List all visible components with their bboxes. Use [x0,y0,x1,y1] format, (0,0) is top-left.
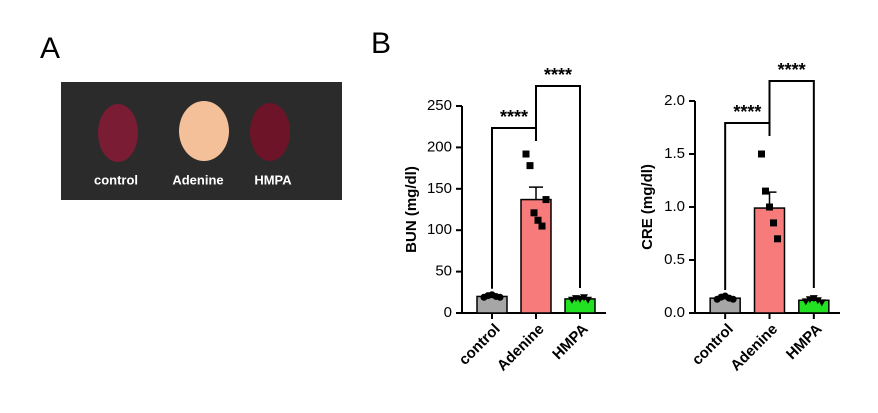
data-point [770,219,777,227]
significance-bracket [724,122,771,291]
kidney [179,101,229,161]
x-tick-label: HMPA [549,321,592,364]
data-point [534,216,542,224]
y-tick-label: 50 [435,263,452,280]
kidney [98,104,138,162]
data-point [542,196,550,204]
panel-label: A [40,32,60,65]
y-tick-label: 1.5 [664,145,685,162]
photo: control Adenine HMPA [61,82,342,200]
significance-label: **** [544,65,572,85]
data-point [580,294,588,302]
data-point [526,162,534,170]
y-axis-label: BUN (mg/dl) [403,166,420,253]
significance-label: **** [733,102,761,122]
x-tick-label: HMPA [783,321,826,364]
data-point [530,209,538,217]
data-point [774,235,781,243]
y-tick-label: 0.5 [664,251,685,268]
y-tick-label: 0.0 [664,304,685,321]
x-tick-label: Adenine [727,321,781,375]
error-bar [529,186,543,200]
photo-label: control [94,172,138,187]
significance-bracket [491,127,537,289]
significance-label: **** [778,60,806,80]
y-tick-label: 0 [444,304,452,321]
data-point [801,298,810,306]
data-point [809,295,818,303]
y-tick-label: 250 [427,97,452,114]
significance-bracket [535,85,581,288]
significance-bracket [768,80,815,288]
y-tick-label: 1.0 [664,198,685,215]
significance-label: **** [500,107,528,127]
bar [753,207,786,314]
y-axis-label: CRE (mg/dl) [639,164,656,250]
data-point [522,150,530,158]
data-point [584,296,592,304]
bar [798,299,830,314]
data-point [813,297,822,305]
y-tick-label: 200 [427,138,452,155]
panel-label: B [371,27,391,60]
photo-label: Adenine [172,172,223,187]
y-tick-label: 150 [427,180,452,197]
y-tick-label: 2.0 [664,92,685,109]
y-tick-label: 100 [427,221,452,238]
data-point [538,222,546,230]
data-point [729,295,737,303]
data-point [817,299,826,307]
x-tick-label: Adenine [494,321,548,375]
photo-label: HMPA [254,172,292,187]
data-point [496,293,504,301]
kidney [250,103,290,161]
data-point [766,203,773,211]
data-point [758,150,765,158]
bar [520,198,552,314]
data-point [762,187,769,195]
